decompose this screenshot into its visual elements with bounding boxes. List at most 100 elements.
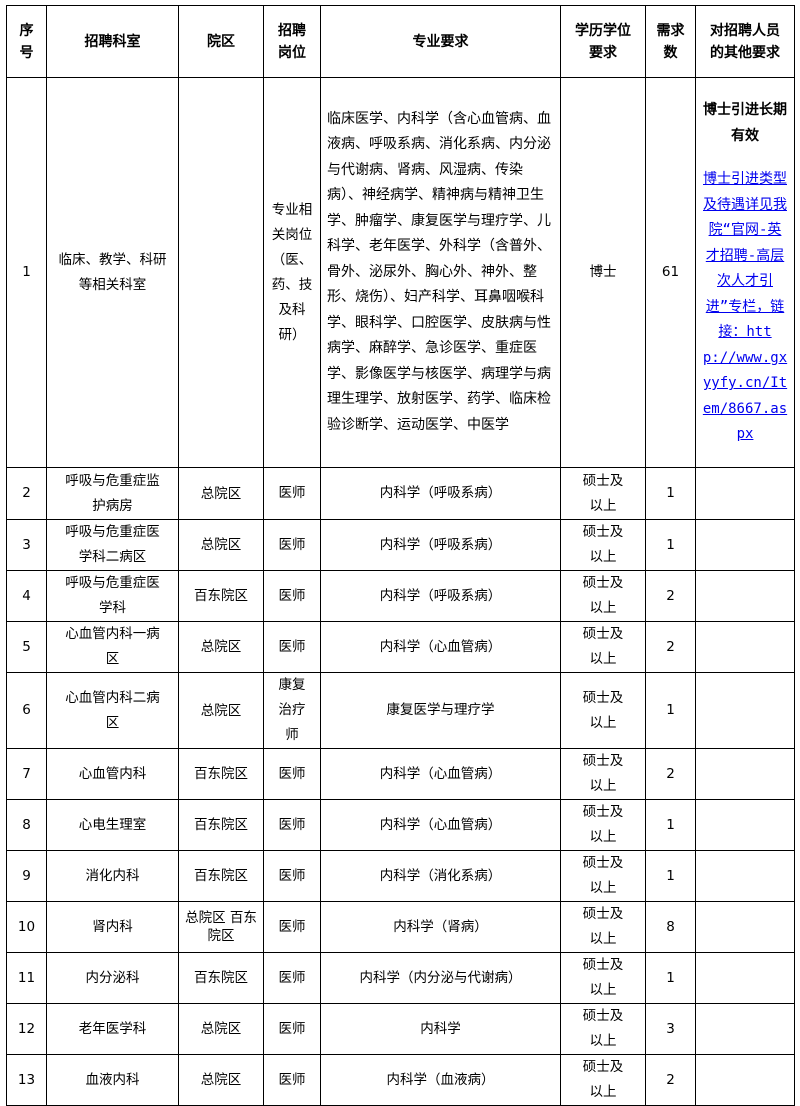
cell-count: 61 bbox=[645, 77, 696, 468]
cell-no: 8 bbox=[6, 799, 47, 851]
header-row: 序号 招聘科室 院区 招聘岗位 专业要求 学历学位要求 需求数 对招聘人员的其他… bbox=[6, 5, 795, 78]
cell-major: 内科学（呼吸系病） bbox=[320, 519, 561, 571]
cell-position: 医师 bbox=[263, 621, 321, 673]
cell-count: 1 bbox=[645, 672, 696, 749]
cell-dept: 呼吸与危重症监护病房 bbox=[46, 467, 179, 520]
cell-other bbox=[695, 467, 795, 520]
cell-degree: 硕士及以上 bbox=[560, 519, 646, 571]
cell-campus: 百东院区 bbox=[178, 748, 264, 800]
cell-position: 医师 bbox=[263, 748, 321, 800]
cell-degree: 硕士及以上 bbox=[560, 1054, 646, 1106]
cell-campus: 百东院区 bbox=[178, 799, 264, 851]
cell-no: 10 bbox=[6, 901, 47, 953]
table-row: 10 肾内科 总院区 百东院区 医师 内科学（肾病） 硕士及以上 8 bbox=[6, 901, 795, 953]
cell-position: 医师 bbox=[263, 467, 321, 520]
table-row: 1 临床、教学、科研等相关科室 专业相关岗位（医、药、技及科研） 临床医学、内科… bbox=[6, 77, 795, 468]
cell-no: 2 bbox=[6, 467, 47, 520]
header-position: 招聘岗位 bbox=[263, 5, 321, 78]
cell-degree: 硕士及以上 bbox=[560, 467, 646, 520]
header-dept: 招聘科室 bbox=[46, 5, 179, 78]
cell-position: 专业相关岗位（医、药、技及科研） bbox=[263, 77, 321, 468]
cell-position: 医师 bbox=[263, 570, 321, 622]
cell-degree: 硕士及以上 bbox=[560, 952, 646, 1004]
table-row: 2 呼吸与危重症监护病房 总院区 医师 内科学（呼吸系病） 硕士及以上 1 bbox=[6, 467, 795, 520]
cell-other bbox=[695, 672, 795, 749]
header-major: 专业要求 bbox=[320, 5, 561, 78]
cell-count: 2 bbox=[645, 570, 696, 622]
cell-count: 1 bbox=[645, 467, 696, 520]
cell-count: 3 bbox=[645, 1003, 696, 1055]
cell-dept: 消化内科 bbox=[46, 850, 179, 902]
table-row: 6 心血管内科二病区 总院区 康复治疗师 康复医学与理疗学 硕士及以上 1 bbox=[6, 672, 795, 749]
cell-campus: 总院区 bbox=[178, 621, 264, 673]
cell-major: 内科学（消化系病） bbox=[320, 850, 561, 902]
cell-degree: 硕士及以上 bbox=[560, 1003, 646, 1055]
cell-campus: 百东院区 bbox=[178, 850, 264, 902]
recruitment-table: 序号 招聘科室 院区 招聘岗位 专业要求 学历学位要求 需求数 对招聘人员的其他… bbox=[6, 5, 795, 1106]
cell-no: 6 bbox=[6, 672, 47, 749]
talent-intro-link[interactable]: 博士引进类型及待遇详见我院“官网-英才招聘-高层次人才引进”专栏，链接：http… bbox=[702, 171, 788, 443]
header-count: 需求数 bbox=[645, 5, 696, 78]
cell-other bbox=[695, 1054, 795, 1106]
cell-no: 11 bbox=[6, 952, 47, 1004]
cell-campus: 总院区 bbox=[178, 519, 264, 571]
cell-major: 内科学（心血管病） bbox=[320, 621, 561, 673]
cell-degree: 硕士及以上 bbox=[560, 748, 646, 800]
cell-count: 2 bbox=[645, 621, 696, 673]
cell-count: 1 bbox=[645, 799, 696, 851]
cell-dept: 心血管内科二病区 bbox=[46, 672, 179, 749]
cell-other bbox=[695, 850, 795, 902]
table-row: 9 消化内科 百东院区 医师 内科学（消化系病） 硕士及以上 1 bbox=[6, 850, 795, 902]
header-no: 序号 bbox=[6, 5, 47, 78]
cell-major: 内科学 bbox=[320, 1003, 561, 1055]
cell-count: 2 bbox=[645, 748, 696, 800]
cell-no: 1 bbox=[6, 77, 47, 468]
table-row: 7 心血管内科 百东院区 医师 内科学（心血管病） 硕士及以上 2 bbox=[6, 748, 795, 800]
cell-major: 内科学（呼吸系病） bbox=[320, 467, 561, 520]
cell-no: 7 bbox=[6, 748, 47, 800]
cell-major: 康复医学与理疗学 bbox=[320, 672, 561, 749]
cell-degree: 硕士及以上 bbox=[560, 799, 646, 851]
cell-campus: 总院区 百东院区 bbox=[178, 901, 264, 953]
cell-major: 内科学（呼吸系病） bbox=[320, 570, 561, 622]
cell-position: 医师 bbox=[263, 1054, 321, 1106]
note-title: 博士引进长期有效 bbox=[703, 102, 787, 145]
cell-campus: 总院区 bbox=[178, 1003, 264, 1055]
cell-other bbox=[695, 952, 795, 1004]
cell-degree: 博士 bbox=[560, 77, 646, 468]
table-row: 3 呼吸与危重症医学科二病区 总院区 医师 内科学（呼吸系病） 硕士及以上 1 bbox=[6, 519, 795, 571]
cell-other bbox=[695, 1003, 795, 1055]
table-row: 4 呼吸与危重症医学科 百东院区 医师 内科学（呼吸系病） 硕士及以上 2 bbox=[6, 570, 795, 622]
cell-degree: 硕士及以上 bbox=[560, 672, 646, 749]
cell-count: 1 bbox=[645, 519, 696, 571]
cell-major: 内科学（血液病） bbox=[320, 1054, 561, 1106]
cell-degree: 硕士及以上 bbox=[560, 621, 646, 673]
table-row: 12 老年医学科 总院区 医师 内科学 硕士及以上 3 bbox=[6, 1003, 795, 1055]
cell-major: 内科学（心血管病） bbox=[320, 799, 561, 851]
cell-no: 5 bbox=[6, 621, 47, 673]
cell-degree: 硕士及以上 bbox=[560, 570, 646, 622]
cell-other bbox=[695, 799, 795, 851]
cell-degree: 硕士及以上 bbox=[560, 850, 646, 902]
cell-major: 内科学（心血管病） bbox=[320, 748, 561, 800]
cell-major: 临床医学、内科学（含心血管病、血液病、呼吸系病、消化系病、内分泌与代谢病、肾病、… bbox=[320, 77, 561, 468]
cell-count: 2 bbox=[645, 1054, 696, 1106]
cell-count: 1 bbox=[645, 952, 696, 1004]
cell-no: 12 bbox=[6, 1003, 47, 1055]
cell-dept: 血液内科 bbox=[46, 1054, 179, 1106]
cell-dept: 内分泌科 bbox=[46, 952, 179, 1004]
table-row: 13 血液内科 总院区 医师 内科学（血液病） 硕士及以上 2 bbox=[6, 1054, 795, 1106]
cell-campus: 总院区 bbox=[178, 1054, 264, 1106]
cell-dept: 心血管内科 bbox=[46, 748, 179, 800]
cell-no: 9 bbox=[6, 850, 47, 902]
cell-no: 13 bbox=[6, 1054, 47, 1106]
cell-no: 3 bbox=[6, 519, 47, 571]
cell-other bbox=[695, 748, 795, 800]
cell-position: 医师 bbox=[263, 1003, 321, 1055]
cell-dept: 临床、教学、科研等相关科室 bbox=[46, 77, 179, 468]
cell-campus: 总院区 bbox=[178, 467, 264, 520]
cell-dept: 老年医学科 bbox=[46, 1003, 179, 1055]
cell-other bbox=[695, 570, 795, 622]
cell-campus bbox=[178, 77, 264, 468]
cell-degree: 硕士及以上 bbox=[560, 901, 646, 953]
